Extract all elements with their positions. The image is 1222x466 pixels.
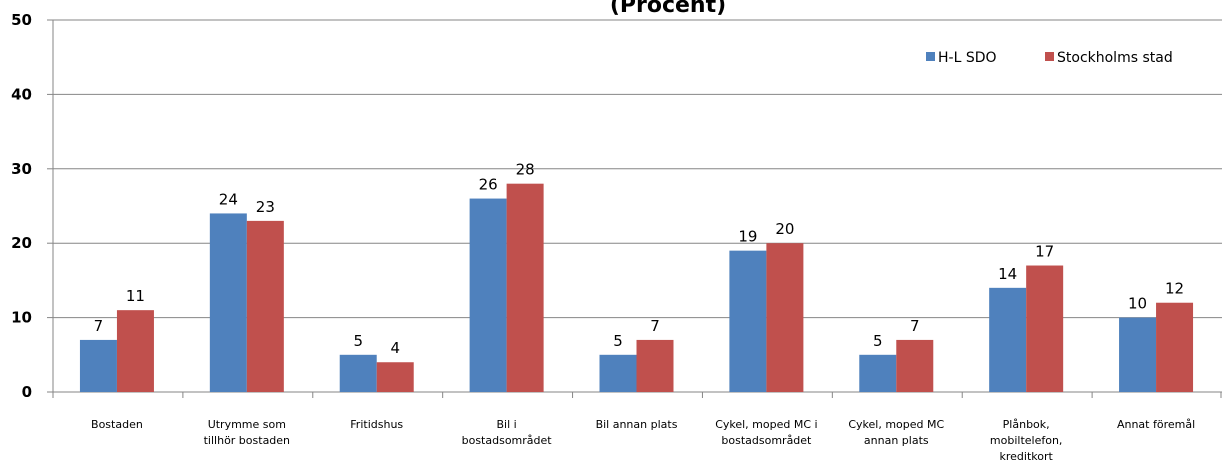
- x-tick-label-line: Utrymme som: [208, 418, 286, 431]
- data-label: 20: [775, 220, 794, 238]
- bar-hl-sdo: [1119, 317, 1157, 392]
- bar-stockholms-stad: [896, 339, 934, 392]
- bar-hl-sdo: [859, 354, 897, 392]
- bar-hl-sdo: [79, 339, 117, 392]
- x-tick-label-line: Cykel, moped MC i: [715, 418, 817, 431]
- bar-stockholms-stad: [116, 310, 154, 392]
- data-label: 28: [516, 161, 535, 179]
- x-tick-label: Bostaden: [91, 418, 143, 431]
- bar-stockholms-stad: [1026, 265, 1064, 392]
- bar-hl-sdo: [729, 250, 767, 392]
- x-tick-label: Bil i bostadsområdet: [462, 418, 553, 447]
- data-label: 11: [126, 287, 145, 305]
- data-label: 23: [256, 198, 275, 216]
- x-tick-label-line: Cykel, moped MC: [848, 418, 944, 431]
- bar-stockholms-stad: [506, 183, 544, 392]
- bar-stockholms-stad: [246, 220, 284, 392]
- y-tick-label: 50: [11, 11, 32, 29]
- bar-stockholms-stad: [636, 339, 674, 392]
- data-label: 7: [910, 317, 920, 335]
- x-tick-label: Utrymme som tillhör bostaden: [204, 418, 290, 447]
- y-tick-label: 20: [11, 234, 32, 252]
- data-label: 14: [998, 265, 1017, 283]
- data-label: 10: [1128, 295, 1147, 313]
- x-tick-label: Fritidshus: [350, 418, 403, 431]
- bar-stockholms-stad: [1156, 302, 1194, 392]
- x-tick-label-line: kreditkort: [1000, 450, 1054, 463]
- x-tick-label-line: bostadsområdet: [721, 434, 812, 447]
- data-label: 4: [390, 339, 400, 357]
- x-tick-label-line: Plånbok,: [1003, 418, 1050, 431]
- bar-hl-sdo: [599, 354, 637, 392]
- data-label: 19: [738, 228, 757, 246]
- legend-swatch: [926, 52, 935, 61]
- x-tick-label: Bil annan plats: [596, 418, 678, 431]
- data-label: 24: [219, 190, 238, 208]
- y-tick-label: 0: [22, 383, 32, 401]
- x-tick-label: Plånbok, mobiltelefon, kreditkort: [990, 418, 1063, 463]
- bars: [79, 183, 1194, 392]
- data-label: 5: [873, 332, 883, 350]
- x-tick-label-line: Bil annan plats: [596, 418, 678, 431]
- x-axis-ticks: Bostaden Utrymme som tillhör bostaden Friti…: [91, 418, 1195, 463]
- data-label: 5: [613, 332, 623, 350]
- x-tick-label-line: Annat föremål: [1117, 418, 1195, 431]
- x-tick-label-line: tillhör bostaden: [204, 434, 290, 447]
- data-label: 17: [1035, 243, 1054, 261]
- chart-title: (Procent): [610, 0, 726, 18]
- y-tick-label: 10: [11, 309, 32, 327]
- data-label: 7: [650, 317, 660, 335]
- bar-hl-sdo: [469, 198, 507, 392]
- x-tick-label-line: bostadsområdet: [462, 434, 553, 447]
- bar-stockholms-stad: [766, 243, 804, 392]
- x-tick-label-line: annan plats: [864, 434, 929, 447]
- bar-hl-sdo: [339, 354, 377, 392]
- bar-stockholms-stad: [376, 362, 414, 392]
- y-axis-ticks: 0 10 20 30 40 50: [11, 11, 32, 401]
- y-tick-label: 30: [11, 160, 32, 178]
- y-tick-label: 40: [11, 85, 32, 103]
- bar-hl-sdo: [989, 287, 1027, 392]
- legend-label: H-L SDO: [938, 50, 997, 66]
- data-label: 26: [479, 176, 498, 194]
- x-tick-label-line: Bostaden: [91, 418, 143, 431]
- x-tick-label-line: Fritidshus: [350, 418, 403, 431]
- x-tick-label: Annat föremål: [1117, 418, 1195, 431]
- x-tick-label-line: mobiltelefon,: [990, 434, 1063, 447]
- x-tick-label: Cykel, moped MC annan plats: [848, 418, 944, 447]
- data-label: 12: [1165, 280, 1184, 298]
- legend: H-L SDO Stockholms stad: [926, 50, 1173, 66]
- legend-swatch: [1045, 52, 1054, 61]
- legend-label: Stockholms stad: [1057, 50, 1173, 66]
- x-tick-label-line: Bil i: [497, 418, 517, 431]
- data-label: 7: [94, 317, 104, 335]
- bar-hl-sdo: [209, 213, 247, 392]
- x-tick-label: Cykel, moped MC i bostadsområdet: [715, 418, 817, 447]
- data-label: 5: [353, 332, 363, 350]
- data-labels: 7 11 24 23 5 4 26 28 5 7 19 20 5 7 14 17 10 12: [94, 161, 1184, 358]
